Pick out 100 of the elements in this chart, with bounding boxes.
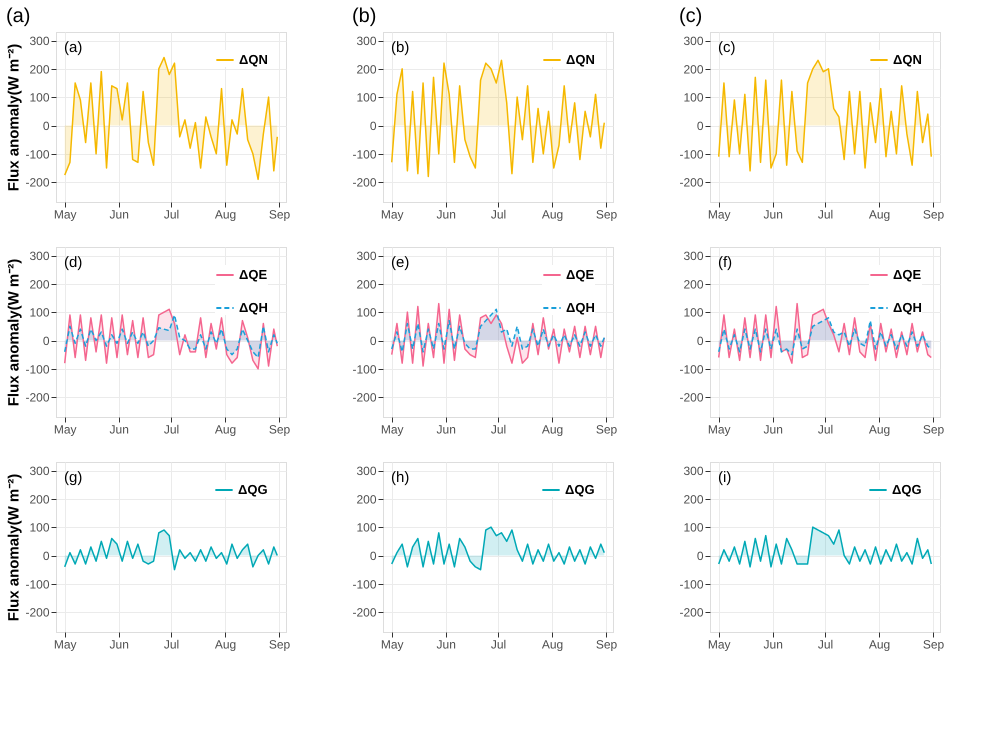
x-tick-label: Jun (764, 638, 783, 652)
y-tick-label: -200 (679, 390, 704, 405)
x-tick-label: Jun (764, 208, 783, 222)
y-tick-label: 300 (29, 464, 50, 478)
x-tick-label: May (54, 208, 77, 222)
y-tick-label: 200 (683, 492, 704, 506)
annotation: (h) (391, 469, 410, 486)
x-tick-label: May (708, 422, 731, 436)
x-tick-label: Aug (214, 638, 236, 652)
y-tick-label: -100 (25, 147, 50, 162)
x-tick-label: Aug (542, 638, 564, 652)
legend-label: ΔQE (239, 267, 268, 282)
y-tick-label: 0 (696, 334, 704, 348)
y-tick-label: 200 (29, 277, 50, 292)
legend-label: ΔQH (239, 300, 268, 315)
y-tick-label: 300 (29, 249, 50, 263)
x-tick-label: Jun (436, 422, 456, 436)
y-tick-label: 100 (356, 90, 377, 105)
x-tick-label: Jul (490, 638, 506, 652)
y-tick-label: -200 (679, 176, 704, 190)
x-tick-label: Jul (490, 422, 506, 436)
y-tick-label: 300 (29, 34, 50, 48)
annotation: (e) (391, 254, 410, 271)
y-tick-label: 100 (29, 520, 50, 535)
x-tick-label: Aug (214, 422, 236, 436)
x-tick-label: Sep (596, 208, 618, 222)
x-tick-label: Jul (490, 208, 506, 222)
y-tick-label: -200 (352, 390, 377, 405)
legend-label: ΔQG (565, 482, 595, 497)
y-tick-label: 0 (42, 334, 50, 348)
legend-label: ΔQN (566, 52, 595, 67)
x-tick-label: Sep (268, 422, 291, 436)
y-axis-title: Flux anomaly(W m⁻²) (5, 474, 22, 622)
legend-label: ΔQH (566, 300, 595, 315)
x-tick-label: Jun (764, 422, 783, 436)
y-tick-label: 100 (29, 306, 50, 320)
x-tick-label: May (380, 638, 404, 652)
x-tick-label: Sep (596, 638, 618, 652)
x-tick-label: Sep (922, 422, 945, 436)
y-tick-label: 200 (356, 277, 377, 292)
x-tick-label: May (54, 638, 77, 652)
chart-title: (b) (391, 39, 410, 56)
y-axis-title: Flux anomaly(W m⁻²) (5, 44, 22, 192)
x-tick-label: Aug (542, 208, 564, 222)
annotation: (d) (64, 254, 82, 271)
annotation: (g) (64, 469, 82, 486)
annotation: (i) (718, 469, 732, 486)
x-tick-label: Jul (164, 422, 180, 436)
y-tick-label: 0 (42, 549, 50, 563)
x-tick-label: Aug (868, 208, 890, 222)
y-tick-label: -200 (25, 606, 50, 620)
x-tick-label: May (380, 422, 404, 436)
annotation: (f) (718, 254, 732, 271)
legend-label: ΔQG (238, 482, 268, 497)
y-tick-label: 0 (696, 119, 704, 133)
y-tick-label: 0 (370, 334, 377, 348)
x-tick-label: Sep (268, 208, 291, 222)
y-tick-label: 100 (683, 306, 704, 320)
text: (c) (678, 5, 702, 27)
y-tick-label: 0 (370, 119, 377, 133)
legend-label: ΔQH (893, 300, 922, 315)
y-tick-label: 200 (29, 492, 50, 506)
x-tick-label: Aug (542, 422, 564, 436)
y-tick-label: 0 (370, 549, 377, 563)
y-tick-label: 300 (356, 464, 377, 478)
y-tick-label: -200 (352, 176, 377, 190)
y-tick-label: 300 (683, 249, 704, 263)
legend-label: ΔQN (239, 52, 268, 67)
x-tick-label: Sep (596, 422, 618, 436)
y-tick-label: -100 (25, 362, 50, 376)
text: (b) (352, 5, 376, 27)
x-tick-label: Jul (164, 208, 180, 222)
y-tick-label: 300 (356, 34, 377, 48)
y-tick-label: -100 (352, 577, 377, 592)
y-tick-label: -100 (352, 147, 377, 162)
x-tick-label: Jul (818, 638, 834, 652)
text: (a) (6, 5, 30, 27)
y-tick-label: 300 (356, 249, 377, 263)
x-tick-label: Jun (110, 638, 129, 652)
legend-label: ΔQE (566, 267, 594, 282)
y-tick-label: 300 (683, 34, 704, 48)
x-tick-label: May (708, 638, 731, 652)
y-tick-label: -200 (25, 176, 50, 190)
chart-title: (a) (64, 39, 82, 56)
y-tick-label: -100 (679, 147, 704, 162)
x-tick-label: Jul (818, 208, 834, 222)
y-tick-label: 200 (683, 277, 704, 292)
x-tick-label: Aug (868, 422, 890, 436)
y-tick-label: -100 (679, 362, 704, 376)
y-tick-label: -100 (25, 577, 50, 592)
legend-label: ΔQE (893, 267, 922, 282)
x-tick-label: Jun (436, 638, 456, 652)
y-tick-label: 300 (683, 464, 704, 478)
y-tick-label: 100 (683, 520, 704, 535)
y-tick-label: -200 (352, 606, 377, 620)
y-tick-label: 100 (356, 520, 377, 535)
x-tick-label: May (54, 422, 77, 436)
legend-label: ΔQN (893, 52, 922, 67)
x-tick-label: May (380, 208, 404, 222)
y-tick-label: 100 (683, 90, 704, 105)
